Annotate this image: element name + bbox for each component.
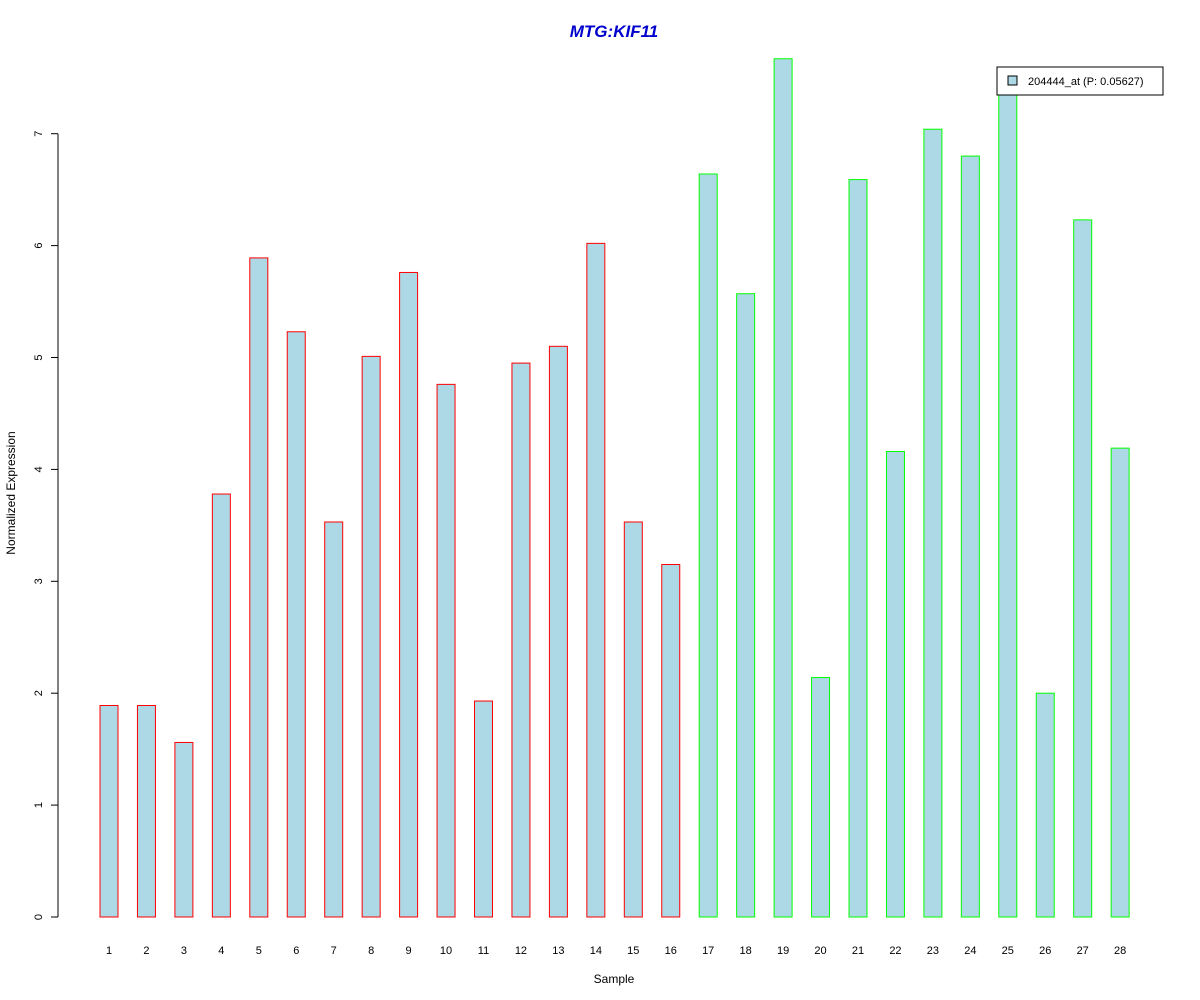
chart-title: MTG:KIF11: [570, 22, 658, 41]
x-tick-label: 14: [590, 945, 602, 957]
x-tick-label: 3: [181, 945, 187, 957]
y-tick-label: 0: [33, 914, 45, 920]
bar: [174, 741, 194, 918]
bar: [474, 700, 493, 918]
bar: [960, 155, 980, 918]
bar: [211, 493, 231, 918]
bar: [1110, 447, 1130, 918]
x-tick-label: 15: [627, 945, 639, 957]
y-tick-label: 3: [33, 578, 45, 584]
x-tick-label: 17: [702, 945, 714, 957]
x-tick-label: 5: [256, 945, 262, 957]
bar: [1035, 692, 1055, 918]
bar: [511, 362, 531, 918]
bar: [623, 521, 643, 918]
legend-swatch: [1007, 75, 1018, 86]
x-tick-label: 12: [515, 945, 527, 957]
x-tick-label: 27: [1077, 945, 1089, 957]
bar: [923, 128, 943, 918]
bar: [361, 355, 381, 918]
bar: [661, 564, 681, 918]
bar: [811, 677, 831, 918]
legend-box: [996, 66, 1164, 96]
x-tick-label: 28: [1114, 945, 1126, 957]
legend-label: 204444_at (P: 0.05627): [1028, 76, 1144, 88]
x-tick-label: 10: [440, 945, 452, 957]
y-tick-label: 5: [33, 354, 45, 360]
bar: [885, 451, 905, 918]
y-axis-title: Normalized Expression: [4, 431, 18, 554]
x-tick-label: 19: [777, 945, 789, 957]
y-tick-label: 7: [33, 131, 45, 137]
bar: [736, 293, 756, 918]
bar: [586, 242, 606, 918]
bars: [99, 58, 1130, 918]
bar: [548, 345, 568, 918]
y-tick-label: 1: [33, 802, 45, 808]
x-axis-title: Sample: [594, 972, 635, 986]
legend: 204444_at (P: 0.05627): [996, 66, 1164, 96]
x-tick-label: 23: [927, 945, 939, 957]
bar: [286, 331, 306, 918]
x-tick-label: 22: [889, 945, 901, 957]
bar: [249, 257, 269, 918]
y-tick-label: 2: [33, 690, 45, 696]
x-tick-label: 7: [331, 945, 337, 957]
bar: [436, 383, 456, 918]
y-axis: 0 1 2 3 4 5 6 7: [33, 131, 59, 920]
x-tick-label: 18: [740, 945, 752, 957]
x-tick-label: 20: [814, 945, 826, 957]
x-tick-label: 13: [552, 945, 564, 957]
x-tick-label: 25: [1002, 945, 1014, 957]
x-tick-label: 1: [106, 945, 112, 957]
bar: [136, 705, 156, 918]
x-tick-label: 9: [406, 945, 412, 957]
x-tick-label: 11: [478, 945, 489, 957]
bar: [324, 521, 344, 918]
x-tick-label: 8: [368, 945, 374, 957]
bar: [848, 179, 868, 918]
y-tick-label: 4: [33, 466, 45, 472]
x-tick-label: 21: [852, 945, 864, 957]
x-tick-label: 16: [665, 945, 677, 957]
bar: [698, 173, 718, 918]
x-tick-label: 4: [218, 945, 224, 957]
bar: [99, 705, 119, 918]
x-tick-label: 24: [964, 945, 976, 957]
x-tick-label: 2: [143, 945, 149, 957]
x-tick-label: 26: [1039, 945, 1051, 957]
x-tick-labels: 1 2 3 4 5 6 7 8 9 10 11 12 13 14 15 16 17 18 19 20 21 22 23 24 2…: [106, 945, 1126, 957]
bar: [773, 58, 793, 918]
x-tick-label: 6: [293, 945, 299, 957]
bar: [1073, 219, 1093, 918]
bar: [399, 271, 419, 918]
y-tick-label: 6: [33, 243, 45, 249]
bar: [998, 86, 1018, 918]
